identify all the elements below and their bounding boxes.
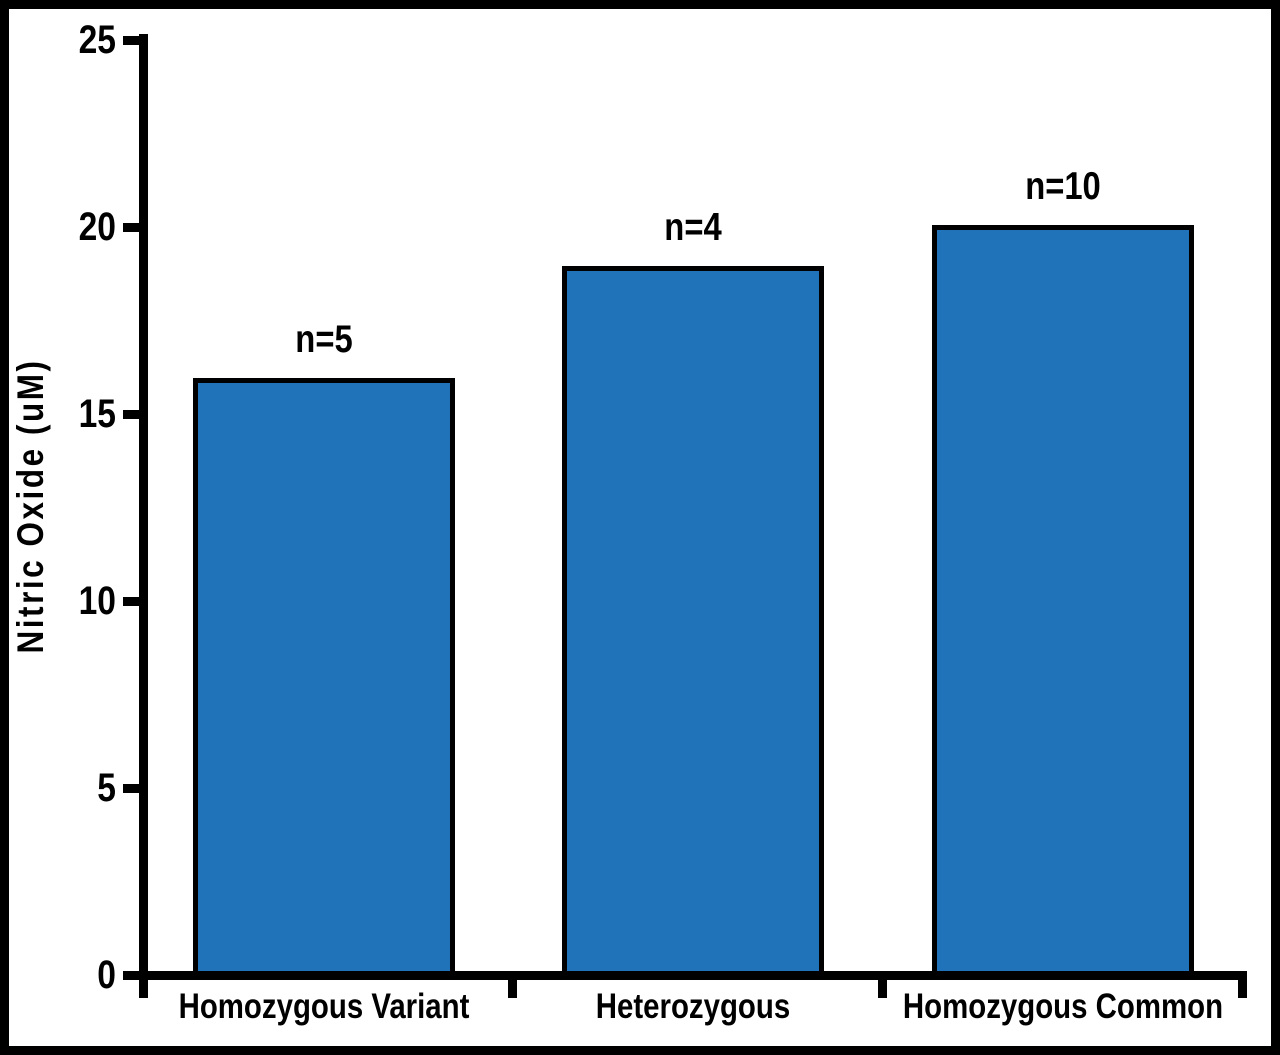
y-tick-25 bbox=[123, 36, 140, 45]
x-axis-end-tick bbox=[1238, 971, 1247, 998]
x-category-divider-tick bbox=[508, 971, 517, 998]
y-tick-label-10: 10 bbox=[78, 579, 116, 623]
y-tick-0 bbox=[123, 971, 140, 980]
y-tick-label-20: 20 bbox=[78, 205, 116, 249]
bar-heterozygous bbox=[561, 266, 824, 977]
bar-homozygous-variant bbox=[193, 378, 455, 977]
x-category-divider-tick bbox=[878, 971, 887, 998]
bar-count-label-homozygous-common: n=10 bbox=[1024, 165, 1101, 208]
y-tick-label-0: 0 bbox=[97, 953, 116, 997]
bar-count-label-heterozygous: n=4 bbox=[663, 206, 722, 249]
y-tick-15 bbox=[123, 410, 140, 419]
x-category-label-homozygous-variant: Homozygous Variant bbox=[178, 987, 470, 1026]
y-tick-label-5: 5 bbox=[97, 766, 116, 810]
x-category-label-homozygous-common: Homozygous Common bbox=[902, 987, 1223, 1026]
y-tick-20 bbox=[123, 223, 140, 232]
x-axis-line bbox=[139, 971, 1247, 980]
bar-count-label-homozygous-variant: n=5 bbox=[295, 318, 353, 361]
y-tick-10 bbox=[123, 597, 140, 606]
y-axis-line bbox=[139, 34, 148, 998]
bar-homozygous-common bbox=[931, 225, 1194, 977]
y-axis-title: Nitric Oxide (uM) bbox=[10, 358, 51, 654]
y-tick-label-15: 15 bbox=[78, 392, 116, 436]
y-tick-label-25: 25 bbox=[78, 18, 116, 62]
y-tick-5 bbox=[123, 784, 140, 793]
x-category-label-heterozygous: Heterozygous bbox=[595, 987, 790, 1026]
